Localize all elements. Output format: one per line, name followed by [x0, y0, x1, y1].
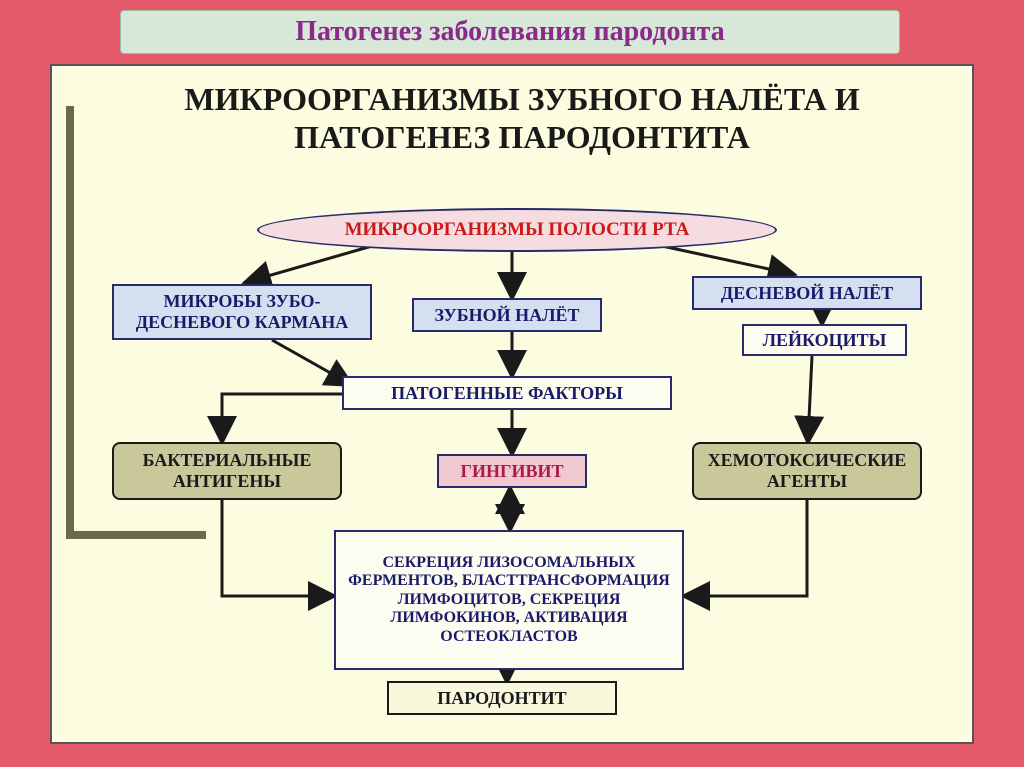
node-bacterial-antigens: БАКТЕРИАЛЬНЫЕ АНТИГЕНЫ — [112, 442, 342, 500]
slide-main-title: МИКРООРГАНИЗМЫ ЗУБНОГО НАЛЁТА И ПАТОГЕНЕ… — [142, 80, 902, 157]
slide-canvas: МИКРООРГАНИЗМЫ ЗУБНОГО НАЛЁТА И ПАТОГЕНЕ… — [50, 64, 974, 744]
node-gingivitis: ГИНГИВИТ — [437, 454, 587, 488]
node-label: СЕКРЕЦИЯ ЛИЗОСОМАЛЬНЫХ ФЕРМЕНТОВ, БЛАСТТ… — [344, 554, 674, 646]
node-pathogenic-factors: ПАТОГЕННЫЕ ФАКТОРЫ — [342, 376, 672, 410]
node-label: ЛЕЙКОЦИТЫ — [763, 330, 887, 351]
node-label: ГИНГИВИТ — [461, 461, 564, 482]
node-label: БАКТЕРИАЛЬНЫЕ АНТИГЕНЫ — [122, 450, 332, 491]
page-title-text: Патогенез заболевания пародонта — [295, 16, 725, 48]
node-secretion-processes: СЕКРЕЦИЯ ЛИЗОСОМАЛЬНЫХ ФЕРМЕНТОВ, БЛАСТТ… — [334, 530, 684, 670]
node-periodontitis: ПАРОДОНТИТ — [387, 681, 617, 715]
node-label: ЗУБНОЙ НАЛЁТ — [434, 305, 579, 326]
page-title-banner: Патогенез заболевания пародонта — [120, 10, 900, 54]
node-chemotoxic-agents: ХЕМОТОКСИЧЕСКИЕ АГЕНТЫ — [692, 442, 922, 500]
node-dental-plaque: ЗУБНОЙ НАЛЁТ — [412, 298, 602, 332]
node-label: ПАТОГЕННЫЕ ФАКТОРЫ — [391, 383, 623, 404]
node-label: ДЕСНЕВОЙ НАЛЁТ — [721, 283, 893, 304]
node-oral-microorganisms: МИКРООРГАНИЗМЫ ПОЛОСТИ РТА — [257, 208, 777, 252]
node-gingival-plaque: ДЕСНЕВОЙ НАЛЁТ — [692, 276, 922, 310]
node-label: ПАРОДОНТИТ — [437, 688, 566, 709]
node-label: ХЕМОТОКСИЧЕСКИЕ АГЕНТЫ — [702, 450, 912, 491]
decorative-vertical-bar — [66, 106, 74, 536]
node-pocket-microbes: МИКРОБЫ ЗУБО-ДЕСНЕВОГО КАРМАНА — [112, 284, 372, 340]
node-leukocytes: ЛЕЙКОЦИТЫ — [742, 324, 907, 356]
node-label: МИКРОБЫ ЗУБО-ДЕСНЕВОГО КАРМАНА — [122, 291, 362, 332]
decorative-horizontal-bar — [66, 531, 206, 539]
node-label: МИКРООРГАНИЗМЫ ПОЛОСТИ РТА — [345, 219, 690, 241]
